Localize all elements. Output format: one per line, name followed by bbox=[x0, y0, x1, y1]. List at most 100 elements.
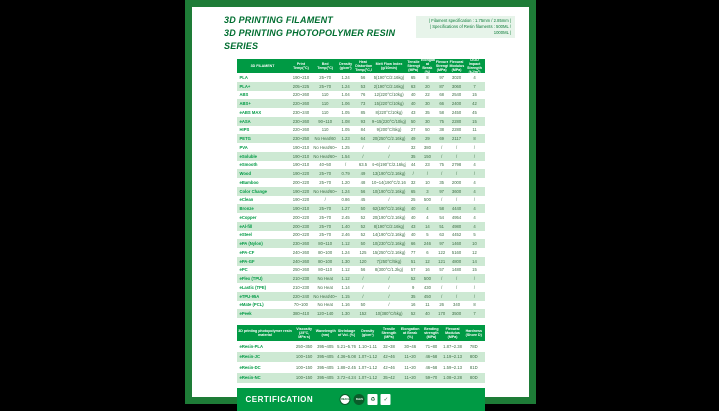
value-cell: 57 bbox=[410, 267, 416, 273]
value-cell: 210~230 bbox=[292, 284, 310, 290]
column-header: Density (g/cm³) bbox=[361, 328, 375, 337]
value-cell: 220~240 bbox=[292, 293, 310, 299]
column-header: Tensile Strength (MPa) bbox=[407, 59, 420, 73]
value-cell: 100~150 bbox=[295, 364, 313, 370]
value-cell: 10 bbox=[425, 179, 430, 185]
certification-bar: CERTIFICATION REACH RoHS ♻ ✓ bbox=[236, 388, 485, 411]
value-cell: 2280 bbox=[451, 118, 462, 124]
value-cell: 200~220 bbox=[292, 232, 310, 238]
column-header: 3D FILAMENT bbox=[250, 63, 275, 68]
value-cell: 8(190°C/2.16kg) bbox=[373, 223, 405, 229]
value-cell: / bbox=[388, 153, 390, 159]
table-row: eSmooth 190~210 40~50 / 63.5 4~6(190°C/2.16kg… bbox=[237, 161, 485, 170]
column-header: Bending strength (MPa) bbox=[424, 326, 439, 340]
value-cell: 190~220 bbox=[292, 197, 310, 203]
value-cell: / bbox=[362, 276, 364, 282]
value-cell: 100~150 bbox=[295, 375, 313, 381]
value-cell: 3 bbox=[426, 188, 429, 194]
value-cell: 80~110 bbox=[318, 267, 333, 273]
value-cell: 44 bbox=[410, 162, 416, 168]
value-cell: 35 bbox=[410, 153, 416, 159]
reach-badge-icon: REACH bbox=[339, 394, 351, 405]
value-cell: 395~405 bbox=[317, 364, 334, 370]
value-cell: 56 bbox=[360, 188, 366, 194]
value-cell: No Heat/40~60 bbox=[313, 293, 337, 299]
value-cell: 14(190°C/2.16kg) bbox=[372, 232, 406, 238]
value-cell: 11~20 bbox=[404, 364, 416, 370]
value-cell: 4954 bbox=[451, 214, 462, 220]
material-name: eSmooth bbox=[239, 162, 258, 168]
material-name: Bronze bbox=[239, 206, 254, 212]
value-cell: 66 bbox=[410, 241, 416, 247]
table-row: ABS 220~260 110 1.04 76 12(220°C/10kg) 40 22 68 2… bbox=[237, 91, 485, 100]
value-cell: 9(200°C/5kg) bbox=[376, 127, 402, 133]
value-cell: 52 bbox=[360, 232, 366, 238]
value-cell: 43 bbox=[410, 223, 416, 229]
spec-note-line-1: | Filament specification : 1.75mm / 2.85… bbox=[429, 18, 511, 23]
table-row: ePA-GF 240~260 80~100 1.30 120 7(250°C/5kg) 51… bbox=[236, 256, 485, 266]
value-cell: 57 bbox=[439, 267, 444, 273]
value-cell: / bbox=[455, 171, 458, 177]
value-cell: 93 bbox=[360, 118, 366, 124]
value-cell: 20(250°C/2.16kg) bbox=[372, 136, 406, 142]
value-cell: 2117 bbox=[452, 136, 462, 142]
column-header: Bed Temp(°C) bbox=[317, 61, 334, 70]
column-header: Flexural Modulus (MPa) bbox=[449, 59, 465, 73]
value-cell: 80~110 bbox=[318, 241, 333, 247]
value-cell: 25~70 bbox=[319, 206, 332, 212]
value-cell: 4452 bbox=[451, 232, 462, 238]
value-cell: 25~70 bbox=[319, 223, 332, 229]
value-cell: 3020 bbox=[451, 74, 462, 80]
value-cell: 10(190°C/2.16kg) bbox=[372, 188, 406, 194]
material-name: eFlex (TPU) bbox=[239, 276, 263, 282]
value-cell: 1.07~1.12 bbox=[358, 375, 378, 381]
material-name: eLastic (TPE) bbox=[239, 284, 267, 290]
value-cell: 1.05 bbox=[341, 127, 350, 133]
value-cell: 125 bbox=[359, 249, 367, 255]
table-header-row: 3D printing photopolymer resin material V… bbox=[236, 325, 485, 341]
material-name: ePA-CF bbox=[239, 249, 255, 255]
value-cell: 62(190°C/2.16kg) bbox=[372, 206, 406, 212]
value-cell: 11 bbox=[425, 302, 430, 308]
value-cell: / bbox=[388, 276, 390, 282]
table-row: eBamboo 200~220 25~70 1.20 48 10~14(190°C/2.1… bbox=[237, 178, 485, 187]
value-cell: 59~70 bbox=[425, 375, 438, 381]
value-cell: 42 bbox=[472, 101, 477, 107]
value-cell: 110 bbox=[321, 109, 329, 115]
value-cell: 8 bbox=[473, 136, 476, 142]
value-cell: 1.24 bbox=[341, 83, 350, 89]
value-cell: 190~210 bbox=[292, 153, 310, 159]
value-cell: 120 bbox=[359, 258, 367, 264]
value-cell: 38 bbox=[439, 127, 444, 133]
value-cell: 29 bbox=[425, 136, 430, 142]
value-cell: 250~350 bbox=[295, 343, 313, 349]
table-row: eLastic (TPE) 210~230 No Heat 1.14 / / 9 430 / / / bbox=[237, 283, 485, 292]
value-cell: 75 bbox=[439, 118, 444, 124]
value-cell: / bbox=[455, 197, 458, 203]
value-cell: 5.21~5.76 bbox=[337, 343, 356, 349]
value-cell: 1.54 bbox=[341, 153, 350, 159]
value-cell: / bbox=[473, 276, 476, 282]
column-header: Wavelength (nm) bbox=[315, 328, 336, 337]
value-cell: 1.16 bbox=[341, 302, 350, 308]
value-cell: 76 bbox=[360, 92, 366, 98]
material-name: eSteel bbox=[239, 232, 252, 238]
material-name: PLA+ bbox=[239, 83, 251, 89]
material-name: PVA bbox=[239, 144, 248, 150]
value-cell: 16 bbox=[410, 302, 416, 308]
column-header: Flexural Strength (MPa) bbox=[435, 59, 449, 73]
value-cell: 25~70 bbox=[319, 74, 332, 80]
value-cell: 85 bbox=[360, 109, 366, 115]
value-cell: 12 bbox=[425, 258, 430, 264]
value-cell: 46~58 bbox=[425, 354, 438, 360]
value-cell: 8(220°C/10kg) bbox=[375, 109, 403, 115]
value-cell: 230~250 bbox=[292, 136, 310, 142]
table-row: HIPS 220~260 110 1.05 84 9(200°C/5kg) 27 50 38 22… bbox=[237, 126, 485, 135]
value-cell: 35 bbox=[439, 179, 444, 185]
value-cell: 25~70 bbox=[319, 83, 332, 89]
value-cell: / bbox=[388, 197, 390, 203]
value-cell: / bbox=[324, 197, 326, 203]
